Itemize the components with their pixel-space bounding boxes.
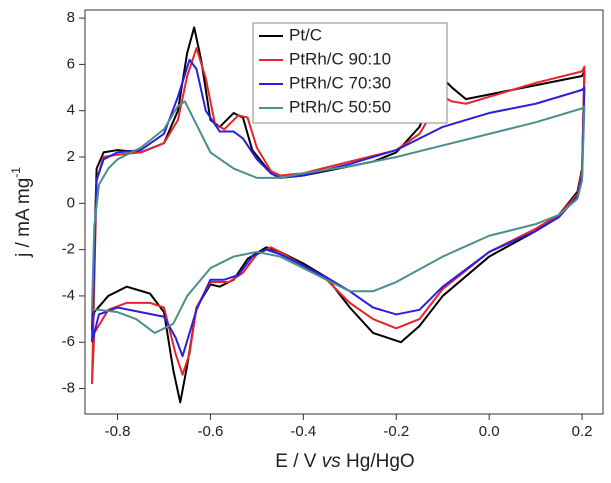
legend-label: Pt/C: [289, 25, 322, 44]
y-tick-label: 4: [67, 102, 75, 119]
y-tick-label: -8: [62, 380, 75, 397]
cv-curve: [90, 100, 586, 334]
x-axis-label: E / V vs Hg/HgO: [275, 451, 414, 472]
y-tick-label: -2: [62, 241, 75, 258]
legend-box: [252, 22, 448, 124]
plot-frame: [84, 9, 604, 415]
legend-label: PtRh/C 90:10: [289, 49, 391, 68]
y-tick-label: -6: [62, 333, 75, 350]
legend-label: PtRh/C 70:30: [289, 73, 391, 92]
x-tick-label: 0.2: [572, 423, 593, 440]
y-tick-label: 8: [67, 9, 75, 26]
x-tick-label: -0.2: [383, 423, 409, 440]
y-tick-label: 0: [67, 194, 75, 211]
x-tick-label: -0.6: [198, 423, 224, 440]
x-label-part: vs: [322, 451, 342, 472]
y-label-part: -1: [9, 167, 23, 178]
x-label-part: E / V: [275, 451, 321, 472]
x-tick-label: 0.0: [479, 423, 500, 440]
y-tick-label: -4: [62, 287, 75, 304]
y-axis-label: j / mA mg-1: [9, 167, 34, 258]
x-tick-label: -0.4: [290, 423, 316, 440]
y-tick-label: 2: [67, 148, 75, 165]
y-label-part: j / mA mg: [13, 178, 34, 258]
x-label-part: Hg/HgO: [341, 451, 415, 472]
y-tick-label: 6: [67, 55, 75, 72]
x-tick-label: -0.8: [105, 423, 131, 440]
legend-label: PtRh/C 50:50: [289, 97, 391, 116]
